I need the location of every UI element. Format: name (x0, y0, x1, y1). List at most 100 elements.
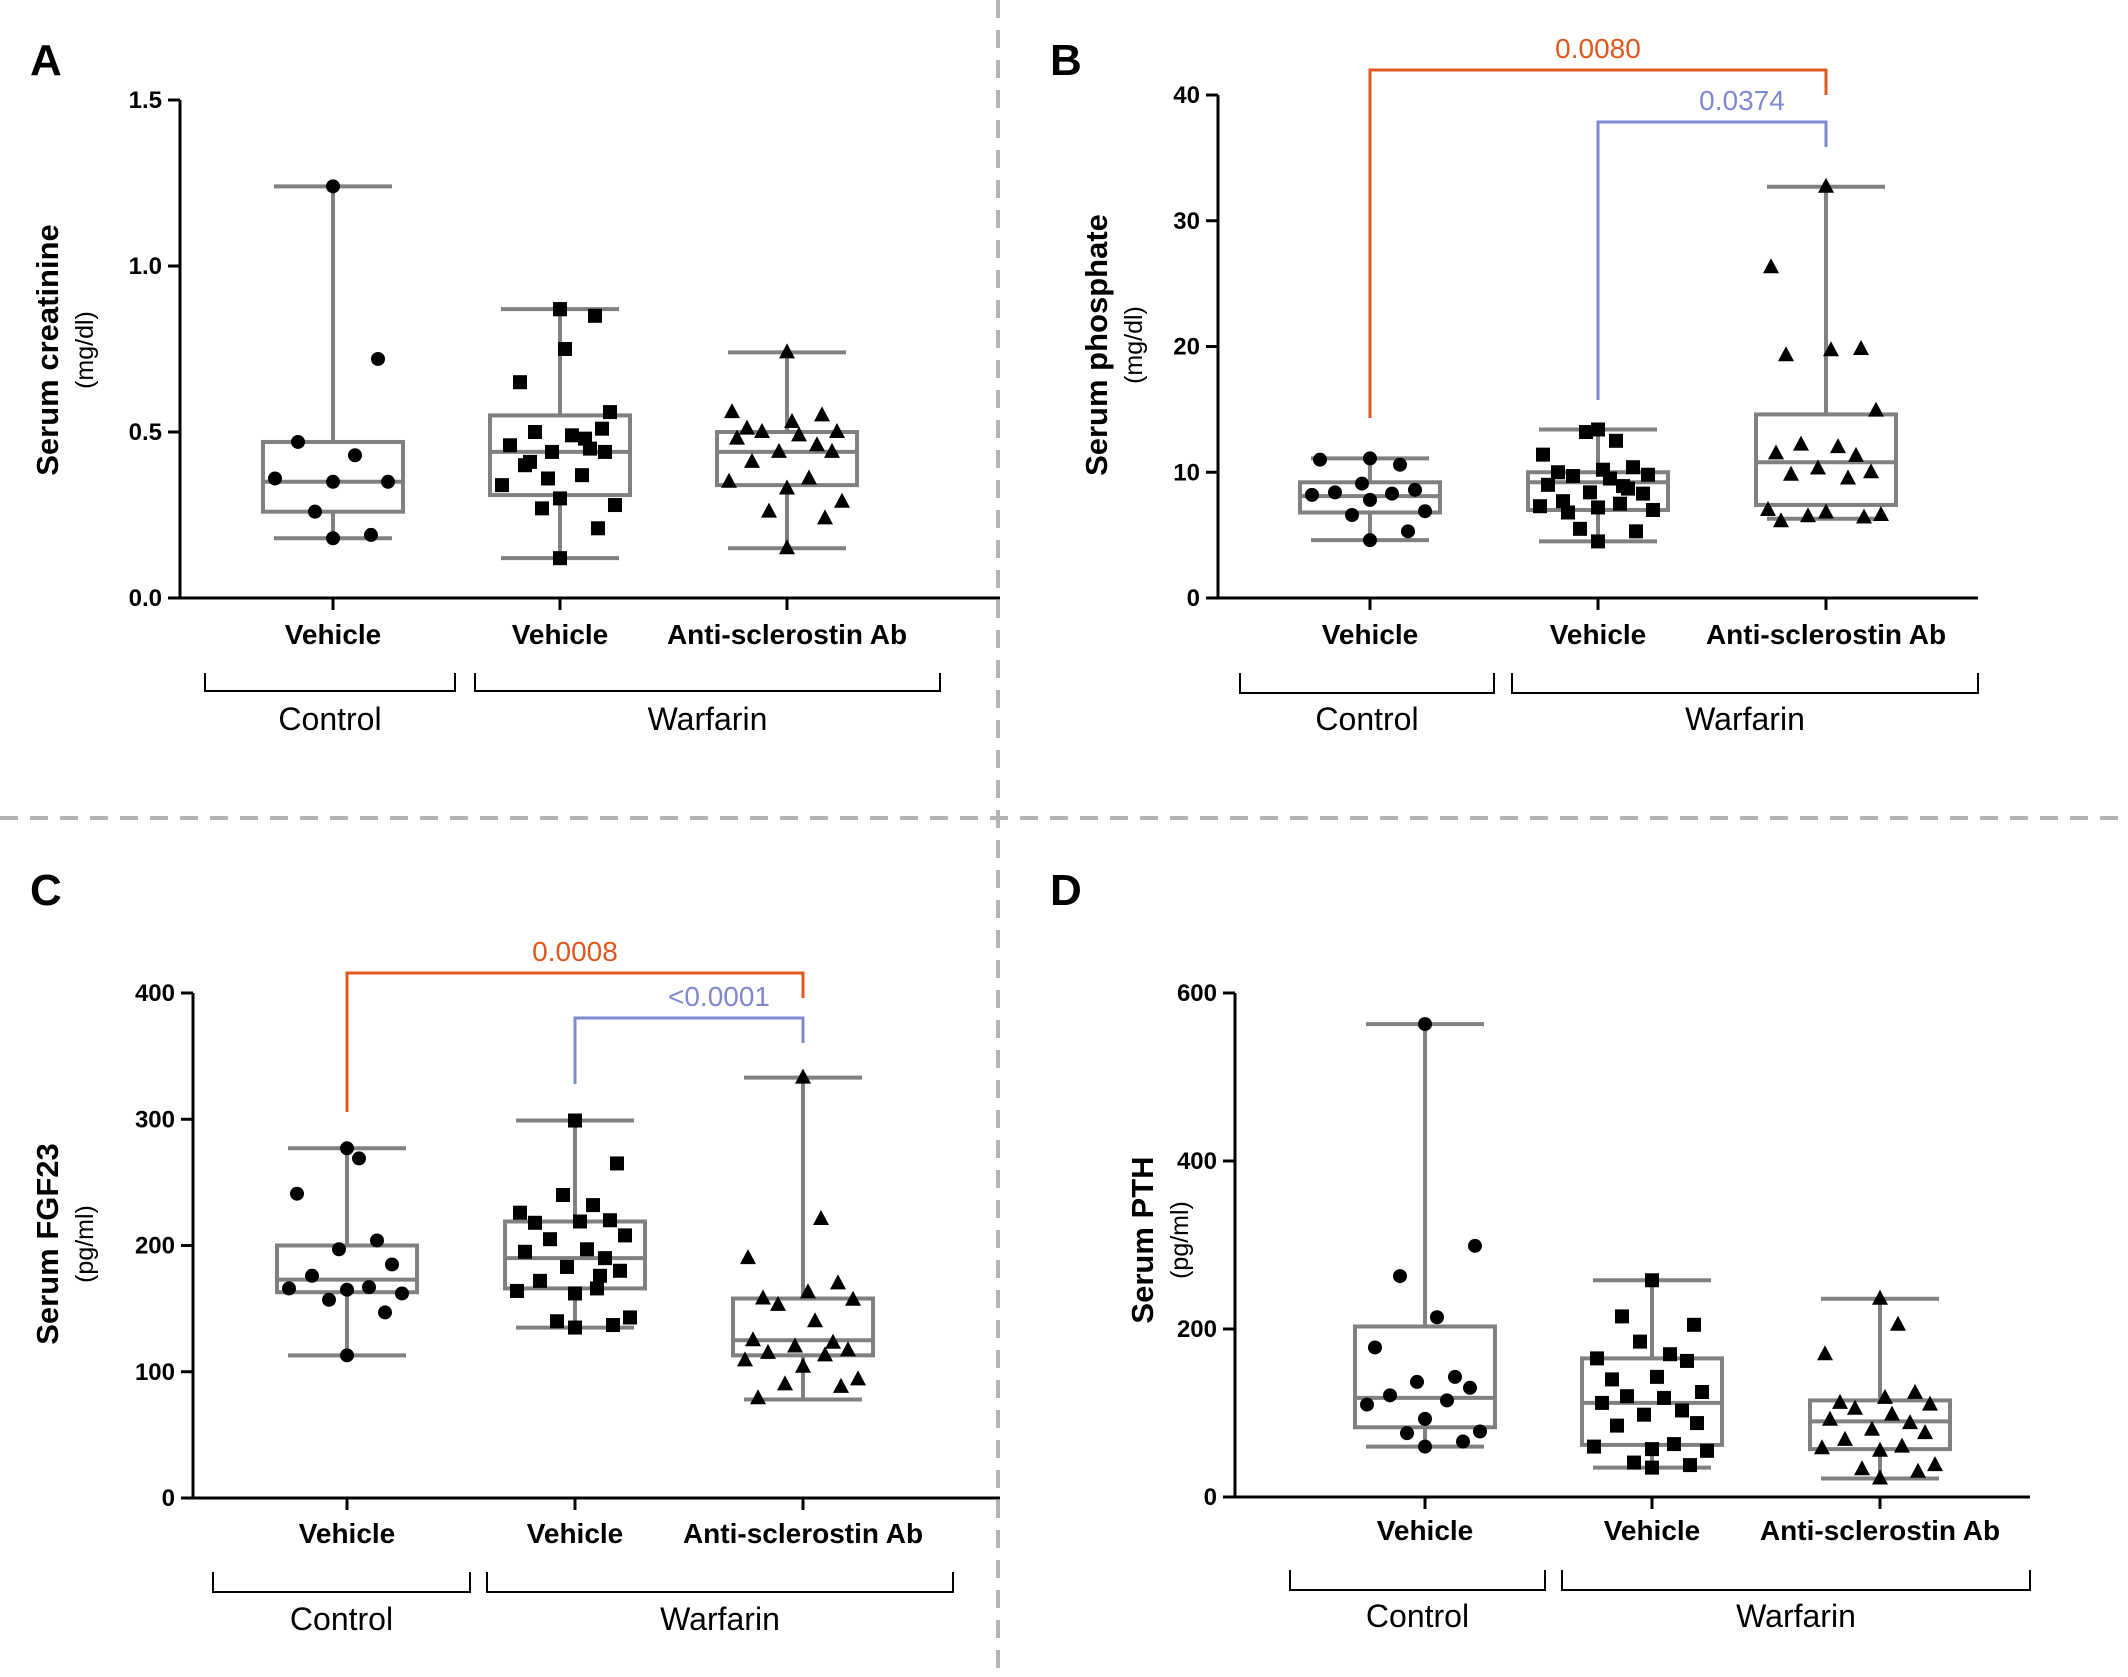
y-tick-label: 600 (1177, 980, 1217, 1007)
data-point (737, 1351, 753, 1367)
y-axis-title: Serum phosphate (1079, 214, 1114, 476)
box-iqr (1754, 412, 1898, 507)
data-point (1345, 508, 1359, 523)
data-point (1657, 1390, 1671, 1405)
data-point (1894, 1437, 1910, 1453)
data-point (326, 179, 340, 194)
category-label: Vehicle (1377, 1515, 1474, 1546)
data-point (1533, 499, 1547, 514)
significance-bracket (573, 1016, 805, 1084)
data-point (1620, 1389, 1634, 1404)
group-bracket (1511, 673, 1979, 694)
data-point (1667, 1437, 1681, 1452)
data-point (1884, 1405, 1900, 1421)
data-point (590, 1281, 604, 1296)
data-point (608, 498, 622, 513)
data-point (1922, 1395, 1938, 1411)
group-label: Control (1366, 1598, 1469, 1634)
data-point (308, 504, 322, 519)
data-point (371, 351, 385, 366)
panel-letter: C (30, 866, 62, 915)
data-point (1595, 1395, 1609, 1410)
data-point (1680, 1353, 1694, 1368)
group-label: Warfarin (648, 701, 768, 737)
data-point (613, 1263, 627, 1278)
data-point (558, 342, 572, 356)
data-point (795, 1357, 811, 1373)
significance-bracket (1368, 68, 1828, 418)
panel-a: A 0.0 0.5 1.0 1.5 Serum creatinine (mg/dl) Vehi… (30, 36, 1000, 737)
data-point (814, 406, 830, 422)
data-point (1700, 1443, 1714, 1458)
data-point (834, 492, 850, 508)
data-point (322, 1292, 336, 1307)
data-point (586, 1198, 600, 1213)
data-point (739, 419, 755, 435)
data-point (385, 1257, 399, 1272)
data-point (745, 1331, 761, 1347)
category-label: Anti-sclerostin Ab (683, 1518, 923, 1549)
data-point (535, 501, 549, 516)
y-tick-label: 400 (135, 980, 175, 1007)
data-point (1468, 1238, 1482, 1253)
data-point (291, 434, 305, 449)
data-point (550, 1314, 564, 1329)
data-point (795, 1068, 811, 1084)
data-point (800, 1283, 816, 1299)
data-point (1410, 1374, 1424, 1389)
data-point (603, 405, 617, 420)
data-point (326, 531, 340, 546)
data-point (813, 1209, 829, 1225)
y-tick-label: 0 (1187, 585, 1200, 612)
data-point (1800, 507, 1816, 523)
data-point (1902, 1414, 1918, 1430)
data-point (1868, 401, 1884, 417)
data-point (503, 438, 517, 453)
panel-letter: A (30, 36, 62, 85)
data-point (332, 1242, 346, 1257)
category-label: Vehicle (1322, 619, 1419, 650)
data-point (1587, 1439, 1601, 1454)
data-point (1853, 340, 1869, 356)
data-point (1313, 452, 1327, 467)
data-point (777, 1375, 793, 1391)
group-bracket (474, 673, 941, 692)
data-point (1633, 1334, 1647, 1349)
y-axis-title: Serum FGF23 (30, 1143, 65, 1345)
category-label: Vehicle (512, 619, 609, 650)
data-point (1768, 444, 1784, 460)
data-point (744, 452, 760, 468)
panel-b: B 0 10 20 30 40 Serum phosphate (mg/dl) Vehicle V… (1050, 33, 1979, 737)
data-point (618, 1228, 632, 1243)
data-point (578, 431, 592, 446)
data-point (845, 1290, 861, 1306)
data-point (556, 1188, 570, 1202)
data-point (568, 1286, 582, 1301)
data-point (370, 1233, 384, 1248)
significance-bracket (345, 971, 805, 1112)
y-tick-label: 0 (162, 1485, 175, 1512)
data-point (1646, 502, 1660, 517)
y-axis-unit: (pg/ml) (71, 1205, 99, 1283)
data-point (580, 1242, 594, 1257)
data-point (1561, 505, 1575, 520)
group-label: Control (278, 701, 381, 737)
data-point (1917, 1424, 1933, 1440)
group-bracket (204, 673, 456, 692)
group-bracket (1239, 673, 1495, 694)
data-point (1832, 1393, 1848, 1409)
data-point (724, 403, 740, 419)
data-point (1368, 1340, 1382, 1355)
data-point (518, 1244, 532, 1259)
data-point (1627, 1455, 1641, 1470)
data-point (801, 469, 817, 485)
data-point (1822, 1410, 1838, 1426)
data-point (553, 491, 567, 506)
data-point (784, 413, 800, 429)
data-point (1629, 524, 1643, 539)
data-point (1579, 425, 1593, 440)
data-point (1591, 534, 1605, 549)
data-point (565, 428, 579, 443)
data-point (1401, 524, 1415, 539)
